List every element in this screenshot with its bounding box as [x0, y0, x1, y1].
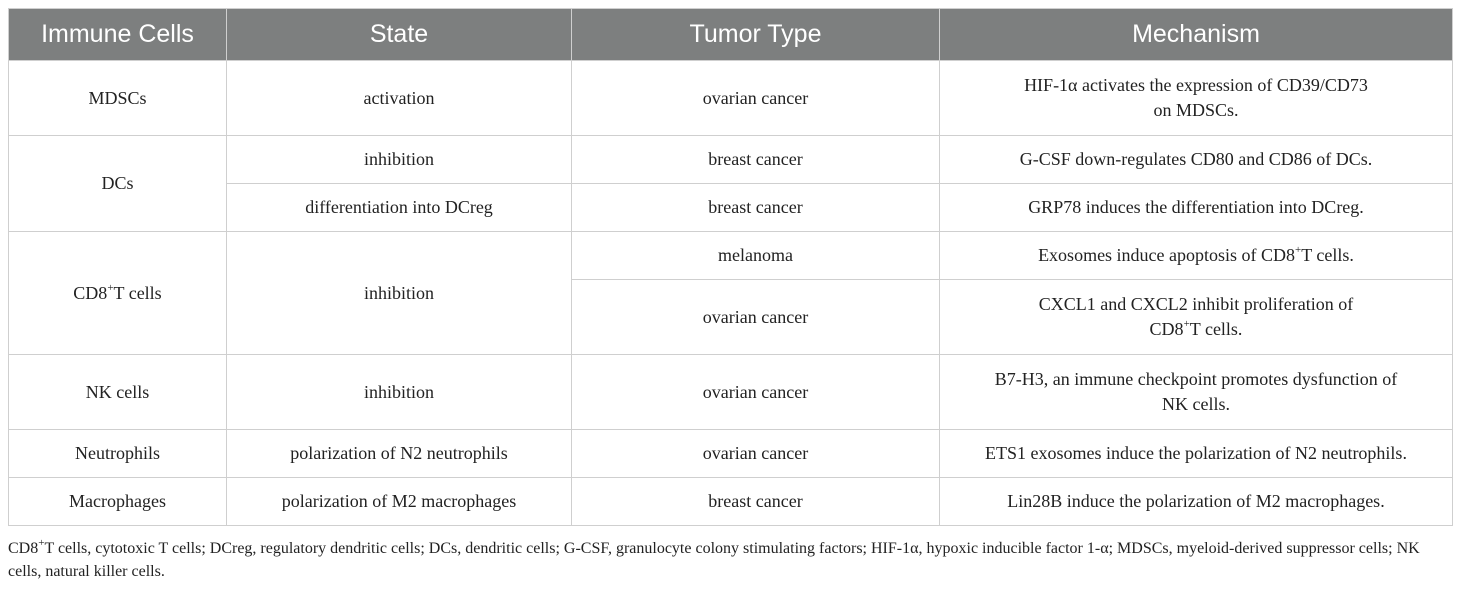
cell-mechanism: CXCL1 and CXCL2 inhibit proliferation of…	[939, 279, 1453, 355]
mechanism-line: CXCL1 and CXCL2 inhibit proliferation of	[1038, 294, 1354, 314]
cell-tumor-type: ovarian cancer	[571, 429, 940, 478]
cell-text: T cells	[113, 282, 162, 303]
superscript: +	[38, 536, 45, 549]
mechanism-text: CD8	[1149, 319, 1184, 339]
cell-state: polarization of N2 neutrophils	[226, 429, 572, 478]
table-row: Neutrophils polarization of N2 neutrophi…	[8, 429, 1453, 478]
cell-immune-cell: MDSCs	[8, 60, 227, 136]
table-row: Macrophages polarization of M2 macrophag…	[8, 477, 1453, 526]
cell-tumor-type: breast cancer	[571, 183, 940, 232]
cell-state: differentiation into DCreg	[226, 183, 572, 232]
cell-immune-cell: CD8+T cells	[8, 231, 227, 355]
table-row: ovarian cancer CXCL1 and CXCL2 inhibit p…	[9, 279, 1453, 355]
superscript: +	[1183, 318, 1190, 330]
footnote-text: CD8	[8, 540, 39, 557]
table-header-row: Immune Cells State Tumor Type Mechanism	[8, 8, 1453, 61]
cell-state: inhibition	[226, 354, 572, 430]
cell-tumor-type: ovarian cancer	[571, 354, 940, 430]
cell-immune-cell: NK cells	[8, 354, 227, 430]
cell-mechanism: HIF-1α activates the expression of CD39/…	[939, 60, 1453, 136]
cell-tumor-type: breast cancer	[571, 477, 940, 526]
cell-immune-cell: Neutrophils	[8, 429, 227, 478]
cell-state: inhibition	[226, 135, 572, 184]
cell-mechanism: ETS1 exosomes induce the polarization of…	[939, 429, 1453, 478]
mechanism-line: HIF-1α activates the expression of CD39/…	[1024, 75, 1368, 95]
mechanism-text: Exosomes induce apoptosis of CD8	[1038, 245, 1296, 265]
table-row: CD8+T cells inhibition melanoma Exosomes…	[8, 231, 1453, 355]
table-row: DCs inhibition breast cancer G-CSF down-…	[8, 135, 1453, 232]
table-row: differentiation into DCreg breast cancer…	[9, 183, 1453, 232]
mechanism-line: B7-H3, an immune checkpoint promotes dys…	[994, 369, 1398, 389]
table-footnote: CD8+T cells, cytotoxic T cells; DCreg, r…	[8, 537, 1452, 583]
immune-cells-table: Immune Cells State Tumor Type Mechanism …	[8, 8, 1453, 526]
superscript: +	[1295, 244, 1302, 256]
mechanism-line: NK cells.	[1162, 394, 1230, 414]
table-row: NK cells inhibition ovarian cancer B7-H3…	[8, 354, 1453, 430]
cell-mechanism: GRP78 induces the differentiation into D…	[939, 183, 1453, 232]
cell-mechanism: G-CSF down-regulates CD80 and CD86 of DC…	[939, 135, 1453, 184]
cell-immune-cell: DCs	[8, 135, 227, 232]
header-mechanism: Mechanism	[939, 8, 1453, 61]
cell-mechanism: B7-H3, an immune checkpoint promotes dys…	[939, 354, 1453, 430]
cell-tumor-type: ovarian cancer	[571, 279, 940, 355]
table-row: MDSCs activation ovarian cancer HIF-1α a…	[8, 60, 1453, 136]
superscript: +	[107, 281, 114, 294]
mechanism-text: T cells.	[1301, 245, 1354, 265]
header-state: State	[226, 8, 572, 61]
cell-tumor-type: breast cancer	[571, 135, 940, 184]
cell-text: CD8	[73, 282, 108, 303]
cell-tumor-type: melanoma	[571, 231, 940, 280]
cell-mechanism: Lin28B induce the polarization of M2 mac…	[939, 477, 1453, 526]
cell-state: polarization of M2 macrophages	[226, 477, 572, 526]
cell-immune-cell: Macrophages	[8, 477, 227, 526]
mechanism-line: on MDSCs.	[1153, 100, 1239, 120]
cell-mechanism: Exosomes induce apoptosis of CD8+T cells…	[939, 231, 1453, 280]
header-immune-cells: Immune Cells	[8, 8, 227, 61]
cell-state: inhibition	[226, 231, 572, 355]
header-tumor-type: Tumor Type	[571, 8, 940, 61]
cell-tumor-type: ovarian cancer	[571, 60, 940, 136]
cell-state: activation	[226, 60, 572, 136]
mechanism-text: T cells.	[1189, 319, 1243, 339]
footnote-text: T cells, cytotoxic T cells; DCreg, regul…	[8, 540, 1420, 580]
